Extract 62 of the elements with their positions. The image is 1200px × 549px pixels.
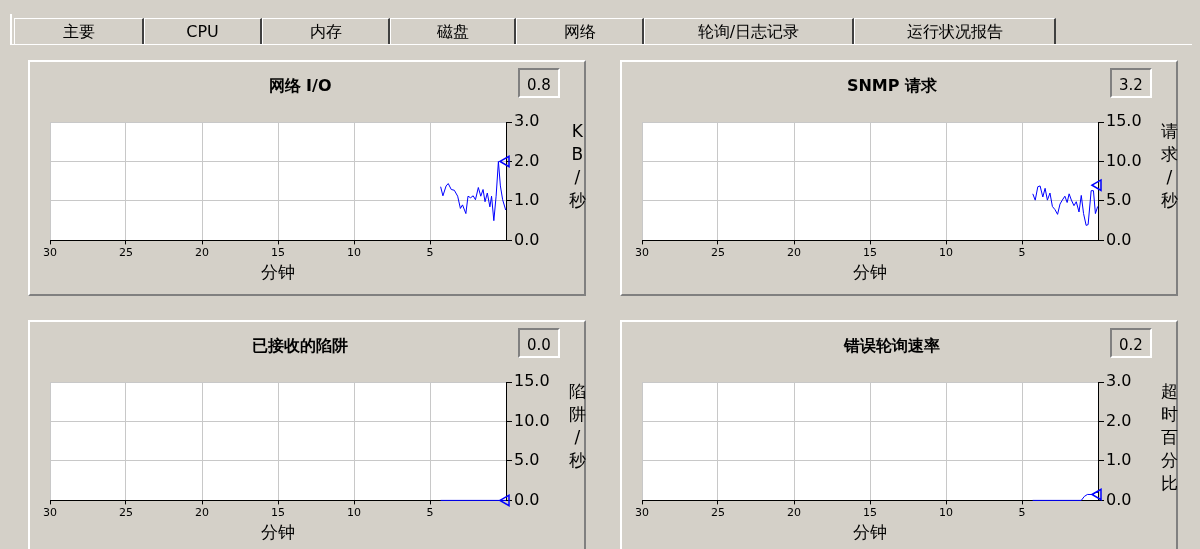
y-tick-label: 1.0 [514, 190, 540, 210]
x-tick-label: 10 [939, 505, 953, 519]
x-tick-label: 15 [271, 245, 285, 259]
x-axis-title: 分钟 [261, 262, 295, 283]
y-tick-label: 2.0 [514, 150, 540, 170]
x-axis-title: 分钟 [261, 522, 295, 543]
text: CPU [144, 18, 262, 44]
x-tick-label: 25 [119, 245, 133, 259]
x-tick-label: 10 [347, 505, 361, 519]
y-tick-label: 1.0 [1106, 450, 1132, 470]
chart-title: 已接收的陷阱 [252, 336, 348, 355]
x-tick-label: 30 [635, 245, 649, 259]
text: 网络 [516, 18, 644, 44]
x-tick-label: 30 [43, 505, 57, 519]
y-tick-label: 0.0 [1106, 489, 1132, 509]
x-tick-label: 15 [863, 505, 877, 519]
chart-title: SNMP 请求 [846, 76, 938, 95]
text: 内存 [262, 18, 390, 44]
y-tick-label: 10.0 [1106, 150, 1142, 170]
y-tick-label: 15.0 [1106, 111, 1142, 131]
x-tick-label: 25 [711, 505, 725, 519]
x-tick-label: 5 [1018, 245, 1026, 259]
x-tick-label: 5 [1018, 505, 1026, 519]
x-tick-label: 5 [426, 245, 434, 259]
x-tick-label: 20 [787, 245, 801, 259]
y-tick-label: 3.0 [1106, 371, 1132, 391]
text: 运行状况报告 [854, 18, 1056, 44]
y-axis-title: 超时百分比 [1160, 380, 1179, 495]
x-axis-title: 分钟 [853, 522, 887, 543]
text: 轮询/日志记录 [644, 18, 854, 44]
y-tick-label: 3.0 [514, 111, 540, 131]
x-tick-label: 20 [195, 505, 209, 519]
x-tick-label: 5 [426, 505, 434, 519]
chart-title: 网络 I/O [268, 76, 332, 95]
chart-title: 错误轮询速率 [844, 336, 940, 355]
text: 0.2 [1110, 328, 1152, 358]
text: 0.8 [518, 68, 560, 98]
x-tick-label: 30 [635, 505, 649, 519]
x-tick-label: 25 [711, 245, 725, 259]
y-axis-title: 陷阱/秒 [568, 380, 587, 472]
x-tick-label: 10 [347, 245, 361, 259]
y-tick-label: 0.0 [514, 489, 540, 509]
text: 磁盘 [390, 18, 516, 44]
y-tick-label: 0.0 [514, 229, 540, 249]
y-tick-label: 0.0 [1106, 229, 1132, 249]
x-tick-label: 30 [43, 245, 57, 259]
y-tick-label: 15.0 [514, 371, 550, 391]
text: 主要 [14, 18, 144, 44]
x-tick-label: 15 [271, 505, 285, 519]
x-tick-label: 10 [939, 245, 953, 259]
x-tick-label: 20 [787, 505, 801, 519]
text: 3.2 [1110, 68, 1152, 98]
x-tick-label: 20 [195, 245, 209, 259]
y-axis-title: KB/秒 [568, 120, 587, 212]
x-tick-label: 25 [119, 505, 133, 519]
y-tick-label: 10.0 [514, 410, 550, 430]
y-tick-label: 5.0 [1106, 190, 1132, 210]
y-tick-label: 5.0 [514, 450, 540, 470]
y-axis-title: 请求/秒 [1160, 120, 1179, 212]
x-axis-title: 分钟 [853, 262, 887, 283]
y-tick-label: 2.0 [1106, 410, 1132, 430]
x-tick-label: 15 [863, 245, 877, 259]
